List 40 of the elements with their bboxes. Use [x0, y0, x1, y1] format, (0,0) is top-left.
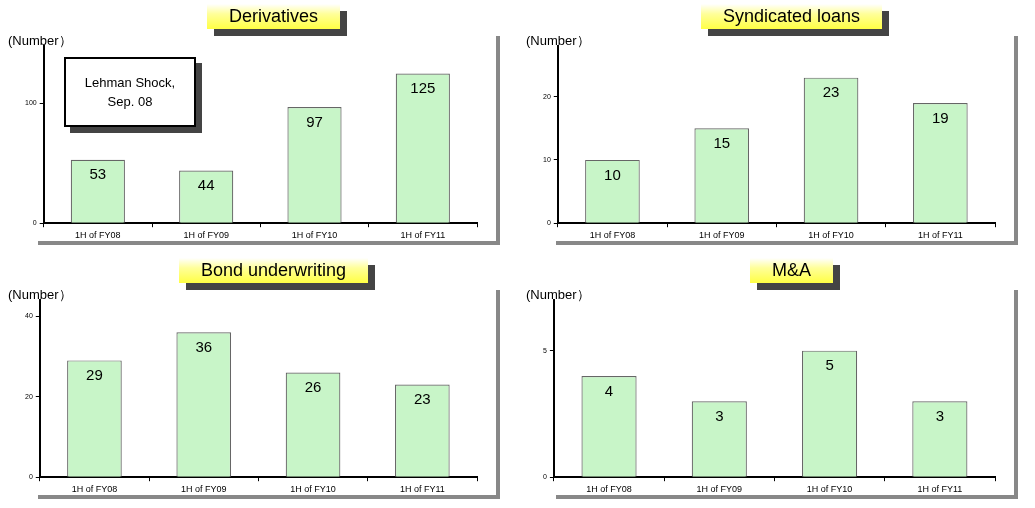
chart-title: M&A: [749, 258, 833, 283]
data-label: 3: [715, 406, 724, 424]
x-tick-label: 1H of FY10: [291, 230, 338, 241]
x-tick-label: 1H of FY09: [183, 230, 229, 241]
x-tick-label: 1H of FY10: [290, 484, 336, 495]
data-label: 26: [304, 378, 322, 396]
data-label: 10: [604, 165, 621, 183]
y-axis-title: (Number）: [526, 286, 590, 304]
data-label: 5: [825, 356, 834, 374]
x-tick-label: 1H of FY11: [400, 230, 446, 241]
x-tick-label: 1H of FY09: [698, 230, 745, 241]
data-label: 23: [822, 83, 840, 101]
data-label: 53: [89, 165, 107, 183]
x-tick-label: 1H of FY11: [917, 484, 963, 495]
x-tick-label: 1H of FY09: [696, 484, 743, 495]
x-tick-label: 1H of FY09: [180, 484, 227, 495]
data-label: 4: [604, 381, 614, 399]
x-tick-label: 1H of FY08: [75, 230, 121, 241]
x-tick-label: 1H of FY08: [589, 230, 636, 241]
data-label: 44: [197, 176, 215, 194]
data-label: 97: [306, 112, 323, 130]
x-tick-label: 1H of FY11: [399, 484, 445, 495]
y-axis-title: (Number）: [8, 286, 72, 304]
data-label: 125: [410, 79, 436, 97]
y-axis-title: (Number）: [8, 32, 72, 50]
data-label: 19: [932, 108, 949, 126]
x-tick-label: 1H of FY10: [808, 230, 854, 241]
chart-title: Derivatives: [206, 4, 341, 29]
chart-title: Bond underwriting: [178, 258, 369, 283]
data-label: 29: [86, 366, 103, 384]
x-tick-label: 1H of FY10: [806, 484, 853, 495]
x-tick-label: 1H of FY11: [917, 230, 963, 241]
data-label: 3: [935, 406, 945, 424]
chart-title: Syndicated loans: [700, 4, 883, 29]
x-tick-label: 1H of FY08: [586, 484, 632, 495]
x-tick-label: 1H of FY08: [71, 484, 118, 495]
data-label: 36: [195, 337, 213, 355]
y-axis-title: (Number）: [526, 32, 590, 50]
data-label: 15: [713, 133, 731, 151]
data-label: 23: [414, 390, 431, 408]
